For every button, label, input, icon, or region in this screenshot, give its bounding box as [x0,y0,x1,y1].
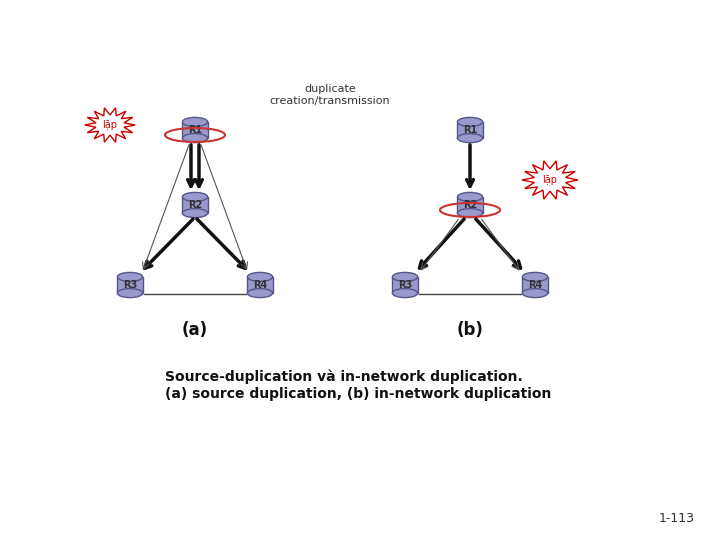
Ellipse shape [457,117,482,126]
Ellipse shape [248,272,273,281]
Polygon shape [522,161,578,199]
Bar [182,122,207,138]
Ellipse shape [392,272,418,281]
Bar [523,277,548,293]
Text: lặp: lặp [542,175,557,185]
Ellipse shape [182,133,207,143]
Text: (b): (b) [456,321,483,339]
Bar [248,277,273,293]
Text: R4: R4 [528,280,542,290]
Bar [392,277,418,293]
Bar [457,122,482,138]
Ellipse shape [457,133,482,143]
Bar [117,277,143,293]
Text: R3: R3 [398,280,412,290]
Ellipse shape [523,288,548,298]
Ellipse shape [457,192,482,201]
Ellipse shape [182,117,207,126]
Text: R2: R2 [463,200,477,210]
Text: R4: R4 [253,280,267,290]
Ellipse shape [523,272,548,281]
Ellipse shape [248,288,273,298]
Ellipse shape [392,288,418,298]
Bar [182,197,207,213]
Bar [457,197,482,213]
Text: (a): (a) [182,321,208,339]
Text: R1: R1 [463,125,477,135]
Ellipse shape [117,272,143,281]
Ellipse shape [182,208,207,218]
Polygon shape [85,108,135,142]
Text: R2: R2 [188,200,202,210]
Ellipse shape [457,208,482,218]
Text: lặp: lặp [102,120,117,130]
Ellipse shape [117,288,143,298]
Text: Source-duplication và in-network duplication.
(a) source duplication, (b) in-net: Source-duplication và in-network duplica… [165,370,552,401]
Text: 1-113: 1-113 [659,512,695,525]
Text: duplicate
creation/transmission: duplicate creation/transmission [270,84,390,106]
Text: R3: R3 [123,280,137,290]
Ellipse shape [182,192,207,201]
Text: R1: R1 [188,125,202,135]
